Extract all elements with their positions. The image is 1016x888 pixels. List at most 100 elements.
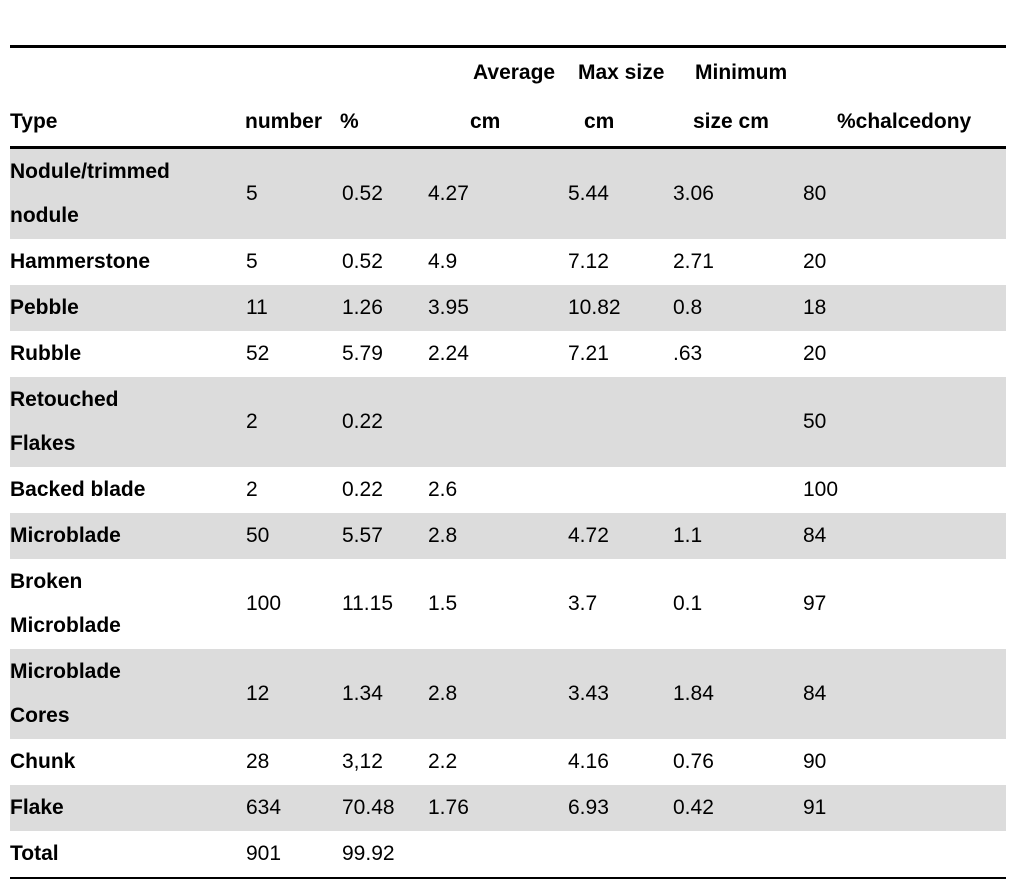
cell-min-size-cm: 3.06 xyxy=(673,182,714,205)
table-row-microblade: Microblade 50 5.57 2.8 4.72 1.1 84 xyxy=(10,513,1006,559)
cell-number: 2 xyxy=(246,478,258,501)
cell-number: 5 xyxy=(246,250,258,273)
table-row-microblade-cores: Microblade Cores 12 1.34 2.8 3.43 1.84 8… xyxy=(10,649,1006,739)
cell-average-cm: 2.2 xyxy=(428,750,458,773)
cell-chalcedony xyxy=(803,831,1006,878)
header-group-row: Average Max size Minimum xyxy=(10,47,1006,99)
cell-percent: 0.52 xyxy=(342,250,383,273)
table-row-broken-microblade: Broken Microblade 100 11.15 1.5 3.7 0.1 … xyxy=(10,559,1006,649)
cell-chalcedony: 84 xyxy=(803,682,827,705)
cell-average-cm: 1.5 xyxy=(428,592,458,615)
cell-max-cm: 4.72 xyxy=(568,524,609,547)
cell-type: Nodule/trimmed nodule xyxy=(10,160,170,227)
cell-average-cm: 4.9 xyxy=(428,250,458,273)
cell-type: Chunk xyxy=(10,750,76,773)
header-chalcedony: %chalcedony xyxy=(837,110,972,133)
cell-chalcedony: 84 xyxy=(803,524,827,547)
cell-number: 52 xyxy=(246,342,270,365)
cell-percent: 0.22 xyxy=(342,478,383,501)
header-spacer xyxy=(803,47,1006,99)
cell-type: Backed blade xyxy=(10,478,146,501)
cell-min-size-cm: 1.84 xyxy=(673,682,714,705)
lithic-artifact-table: Average Max size Minimum Type number % c… xyxy=(10,45,1006,879)
cell-min-size-cm: 0.1 xyxy=(673,592,703,615)
cell-percent: 0.22 xyxy=(342,410,383,433)
cell-chalcedony: 90 xyxy=(803,750,827,773)
cell-average-cm: 2.8 xyxy=(428,682,458,705)
cell-number: 5 xyxy=(246,182,258,205)
cell-average-cm: 4.27 xyxy=(428,182,469,205)
cell-average-cm: 2.8 xyxy=(428,524,458,547)
cell-percent: 11.15 xyxy=(342,592,393,615)
cell-chalcedony: 100 xyxy=(803,478,839,501)
cell-average-cm: 1.76 xyxy=(428,796,469,819)
header-spacer xyxy=(10,47,245,99)
cell-type: Pebble xyxy=(10,296,79,319)
header-group-minimum: Minimum xyxy=(695,61,788,84)
header-group-average: Average xyxy=(473,61,556,84)
cell-min-size-cm: 1.1 xyxy=(673,524,703,547)
table-header: Average Max size Minimum Type number % c… xyxy=(10,47,1006,148)
cell-number: 50 xyxy=(246,524,270,547)
cell-average-cm: 3.95 xyxy=(428,296,469,319)
cell-number: 634 xyxy=(246,796,282,819)
header-type: Type xyxy=(10,110,58,133)
cell-min-size-cm: 0.76 xyxy=(673,750,714,773)
cell-number: 2 xyxy=(246,410,258,433)
header-spacer xyxy=(245,47,340,99)
cell-percent: 5.79 xyxy=(342,342,383,365)
cell-chalcedony: 50 xyxy=(803,410,827,433)
cell-type: Retouched Flakes xyxy=(10,388,119,455)
cell-max-cm: 6.93 xyxy=(568,796,609,819)
cell-type: Total xyxy=(10,842,59,865)
table-row-rubble: Rubble 52 5.79 2.24 7.21 .63 20 xyxy=(10,331,1006,377)
header-max-cm: cm xyxy=(584,110,615,133)
cell-average-cm xyxy=(428,831,568,878)
cell-number: 12 xyxy=(246,682,270,705)
cell-max-cm: 4.16 xyxy=(568,750,609,773)
cell-type: Flake xyxy=(10,796,64,819)
table-row-nodule: Nodule/trimmed nodule 5 0.52 4.27 5.44 3… xyxy=(10,147,1006,239)
header-spacer xyxy=(340,47,428,99)
cell-max-cm xyxy=(568,831,673,878)
cell-min-size-cm: 0.42 xyxy=(673,796,714,819)
cell-percent: 0.52 xyxy=(342,182,383,205)
cell-min-size-cm xyxy=(673,467,803,513)
table-row-flake: Flake 634 70.48 1.76 6.93 0.42 91 xyxy=(10,785,1006,831)
cell-min-size-cm: 0.8 xyxy=(673,296,703,319)
cell-number: 11 xyxy=(246,296,268,319)
cell-max-cm: 5.44 xyxy=(568,182,609,205)
cell-chalcedony: 20 xyxy=(803,250,827,273)
cell-type: Microblade Cores xyxy=(10,660,121,727)
cell-type: Hammerstone xyxy=(10,250,151,273)
table-row-retouched-flakes: Retouched Flakes 2 0.22 50 xyxy=(10,377,1006,467)
table-body: Nodule/trimmed nodule 5 0.52 4.27 5.44 3… xyxy=(10,147,1006,879)
cell-min-size-cm xyxy=(673,377,803,467)
header-group-max-size: Max size xyxy=(578,61,665,84)
table-row-pebble: Pebble 11 1.26 3.95 10.82 0.8 18 xyxy=(10,285,1006,331)
cell-min-size-cm xyxy=(673,831,803,878)
table-row-backed-blade: Backed blade 2 0.22 2.6 100 xyxy=(10,467,1006,513)
cell-max-cm xyxy=(568,377,673,467)
cell-percent: 1.26 xyxy=(342,296,383,319)
cell-max-cm: 7.21 xyxy=(568,342,609,365)
header-number: number xyxy=(245,110,323,133)
cell-percent: 1.34 xyxy=(342,682,383,705)
table-row-hammerstone: Hammerstone 5 0.52 4.9 7.12 2.71 20 xyxy=(10,239,1006,285)
cell-min-size-cm: .63 xyxy=(673,342,703,365)
cell-percent: 70.48 xyxy=(342,796,395,819)
cell-chalcedony: 18 xyxy=(803,296,827,319)
cell-max-cm: 7.12 xyxy=(568,250,609,273)
cell-max-cm xyxy=(568,467,673,513)
cell-number: 901 xyxy=(246,842,282,865)
cell-type: Broken Microblade xyxy=(10,570,121,637)
table-row-chunk: Chunk 28 3,12 2.2 4.16 0.76 90 xyxy=(10,739,1006,785)
cell-percent: 99.92 xyxy=(342,842,395,865)
cell-average-cm: 2.6 xyxy=(428,478,458,501)
cell-max-cm: 3.7 xyxy=(568,592,598,615)
cell-number: 28 xyxy=(246,750,270,773)
header-average-cm: cm xyxy=(470,110,501,133)
cell-percent: 3,12 xyxy=(342,750,383,773)
cell-average-cm: 2.24 xyxy=(428,342,469,365)
